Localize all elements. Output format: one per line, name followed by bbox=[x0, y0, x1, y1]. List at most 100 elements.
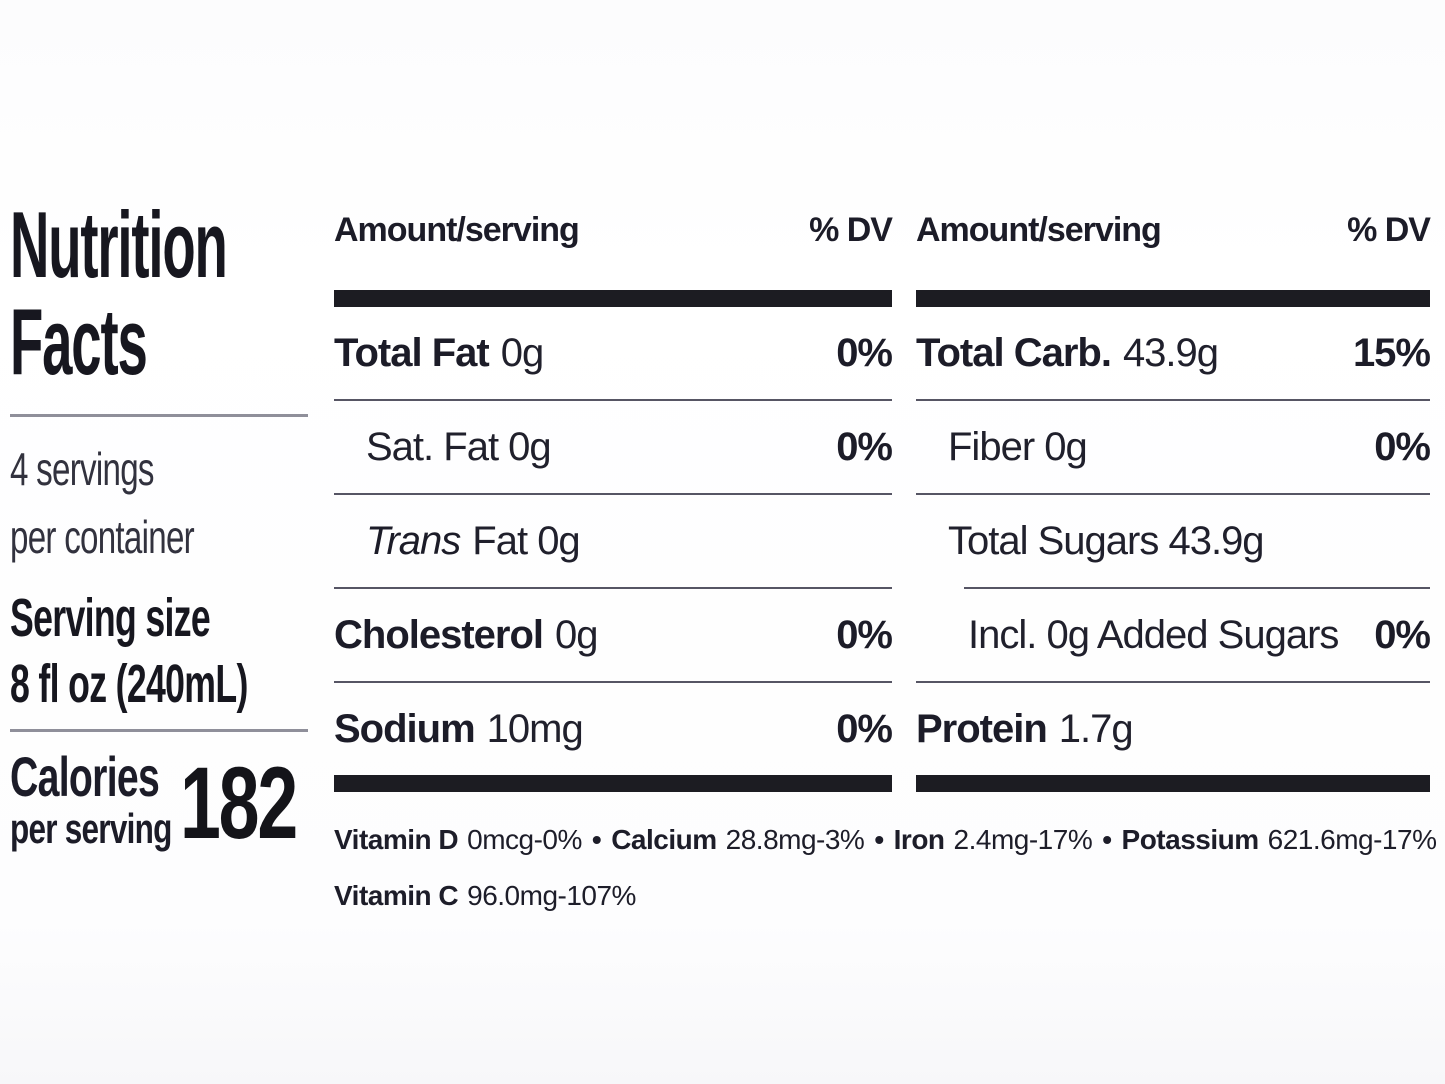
micronutrient-iron: Iron 2.4mg-17% bbox=[894, 824, 1093, 855]
dv-value: 0% bbox=[1374, 424, 1431, 469]
nutrient-amount: 10mg bbox=[486, 706, 584, 751]
row-label: Sat. Fat 0g bbox=[366, 424, 552, 470]
dv-value: 15% bbox=[1352, 330, 1431, 375]
divider-rule bbox=[334, 587, 892, 589]
nutrient-column-fats: Amount/serving % DV Total Fat 0g 0% Sat.… bbox=[334, 208, 893, 792]
divider-rule bbox=[10, 729, 308, 732]
nutrient-row-sodium: Sodium 10mg 0% bbox=[334, 683, 893, 775]
dv-value: 0% bbox=[836, 330, 893, 375]
nutrient-amount: Incl. 0g Added Sugars bbox=[968, 612, 1339, 657]
nutrient-amount: Fat 0g bbox=[472, 518, 580, 563]
micronutrient-name: Calcium bbox=[611, 824, 717, 855]
percent-dv-header: % DV bbox=[1347, 211, 1431, 249]
nutrient-name: Protein bbox=[916, 706, 1048, 751]
micronutrient-vitamin-d: Vitamin D 0mcg-0% bbox=[334, 824, 582, 855]
serving-size-label: Serving size bbox=[10, 588, 211, 648]
nutrient-name: Cholesterol bbox=[334, 612, 544, 657]
nutrition-facts-heading: Nutrition Facts bbox=[10, 196, 228, 390]
percent-dv-header: % DV bbox=[809, 211, 893, 249]
nutrient-column-carbs: Amount/serving % DV Total Carb. 43.9g 15… bbox=[916, 208, 1431, 792]
nutrient-amount: 43.9g bbox=[1122, 330, 1219, 375]
micronutrients-line-2: Vitamin C 96.0mg-107% bbox=[334, 868, 1438, 924]
nutrient-amount: 0g bbox=[555, 612, 598, 657]
divider-rule bbox=[334, 493, 892, 495]
serving-size-value: 8 fl oz (240mL) bbox=[10, 654, 248, 714]
column-header: Amount/serving % DV bbox=[334, 208, 893, 252]
micronutrient-name: Iron bbox=[893, 824, 945, 855]
nutrient-amount: Total Sugars 43.9g bbox=[948, 518, 1265, 563]
micronutrient-value: 621.6mg-17% bbox=[1267, 824, 1437, 855]
micronutrient-value: 0mcg-0% bbox=[467, 824, 582, 855]
dv-value: 0% bbox=[836, 424, 893, 469]
row-label: Fiber 0g bbox=[948, 424, 1088, 470]
nutrient-row-protein: Protein 1.7g bbox=[916, 683, 1430, 775]
row-label: Cholesterol 0g bbox=[334, 612, 599, 658]
label-left-panel: Nutrition Facts 4 servings per container S… bbox=[10, 196, 312, 898]
micronutrient-value: 96.0mg-107% bbox=[467, 880, 636, 911]
micronutrient-name: Vitamin D bbox=[334, 824, 459, 855]
calories-label: Calories bbox=[10, 745, 160, 808]
servings-unit: per container bbox=[10, 511, 195, 563]
nutrient-row-total-carb: Total Carb. 43.9g 15% bbox=[916, 307, 1431, 399]
divider-rule bbox=[916, 681, 1430, 683]
row-label: Protein 1.7g bbox=[916, 706, 1134, 752]
nutrient-amount: Sat. Fat 0g bbox=[366, 424, 552, 469]
divider-rule bbox=[916, 493, 1430, 495]
nutrient-row-total-fat: Total Fat 0g 0% bbox=[334, 307, 893, 399]
servings-count: 4 servings bbox=[10, 443, 154, 495]
bullet-separator: • bbox=[591, 824, 602, 855]
row-label: Sodium 10mg bbox=[334, 706, 584, 752]
thick-bar bbox=[916, 290, 1430, 307]
row-label: Total Fat 0g bbox=[334, 330, 544, 376]
row-label: Trans Fat 0g bbox=[366, 518, 581, 564]
calories-block: Calories per serving 182 bbox=[10, 748, 312, 898]
nutrient-name-italic: Trans bbox=[366, 518, 461, 563]
divider-rule bbox=[916, 399, 1430, 401]
calories-sublabel: per serving bbox=[10, 805, 172, 852]
row-label: Total Sugars 43.9g bbox=[948, 518, 1265, 564]
divider-rule-indented bbox=[964, 587, 1430, 589]
nutrient-name: Total Fat bbox=[334, 330, 490, 375]
nutrient-row-sat-fat: Sat. Fat 0g 0% bbox=[334, 401, 893, 493]
servings-per-container: 4 servings per container bbox=[10, 435, 227, 571]
bullet-separator: • bbox=[874, 824, 884, 855]
micronutrient-potassium: Potassium 621.6mg-17% bbox=[1122, 824, 1437, 855]
amount-per-serving-header: Amount/serving bbox=[334, 211, 580, 249]
row-label: Incl. 0g Added Sugars bbox=[968, 612, 1339, 658]
nutrient-amount: Fiber 0g bbox=[948, 424, 1088, 469]
micronutrient-vitamin-c: Vitamin C 96.0mg-107% bbox=[334, 880, 636, 911]
heading-line-2: Facts bbox=[10, 289, 148, 394]
column-header: Amount/serving % DV bbox=[916, 208, 1431, 252]
amount-per-serving-header: Amount/serving bbox=[916, 211, 1162, 249]
nutrient-row-cholesterol: Cholesterol 0g 0% bbox=[334, 589, 893, 681]
micronutrient-value: 2.4mg-17% bbox=[953, 824, 1093, 855]
micronutrient-value: 28.8mg-3% bbox=[725, 824, 865, 855]
divider-rule bbox=[334, 681, 892, 683]
nutrient-name: Total Carb. bbox=[916, 330, 1112, 375]
nutrient-row-fiber: Fiber 0g 0% bbox=[916, 401, 1431, 493]
micronutrient-name: Vitamin C bbox=[334, 880, 459, 911]
nutrient-name: Sodium bbox=[334, 706, 476, 751]
thick-bar bbox=[916, 775, 1430, 792]
row-label: Total Carb. 43.9g bbox=[916, 330, 1219, 376]
serving-size: Serving size 8 fl oz (240mL) bbox=[10, 585, 248, 717]
nutrient-row-added-sugars: Incl. 0g Added Sugars 0% bbox=[916, 589, 1431, 681]
dv-value: 0% bbox=[836, 706, 893, 751]
micronutrient-calcium: Calcium 28.8mg-3% bbox=[611, 824, 865, 855]
nutrient-amount: 0g bbox=[500, 330, 544, 375]
thick-bar bbox=[334, 775, 892, 792]
micronutrient-name: Potassium bbox=[1121, 824, 1260, 855]
heading-line-1: Nutrition bbox=[10, 192, 228, 297]
micronutrients: Vitamin D 0mcg-0% • Calcium 28.8mg-3% • Iron 2.… bbox=[334, 812, 1438, 924]
bullet-separator: • bbox=[1102, 824, 1112, 855]
divider-rule bbox=[10, 414, 308, 417]
calories-value: 182 bbox=[180, 746, 298, 860]
nutrient-row-trans-fat: Trans Fat 0g bbox=[334, 495, 892, 587]
divider-rule bbox=[334, 399, 892, 401]
dv-value: 0% bbox=[836, 612, 893, 657]
micronutrients-line-1: Vitamin D 0mcg-0% • Calcium 28.8mg-3% • Iron 2.… bbox=[334, 812, 1438, 868]
thick-bar bbox=[334, 290, 892, 307]
nutrient-amount: 1.7g bbox=[1058, 706, 1134, 751]
dv-value: 0% bbox=[1374, 612, 1431, 657]
